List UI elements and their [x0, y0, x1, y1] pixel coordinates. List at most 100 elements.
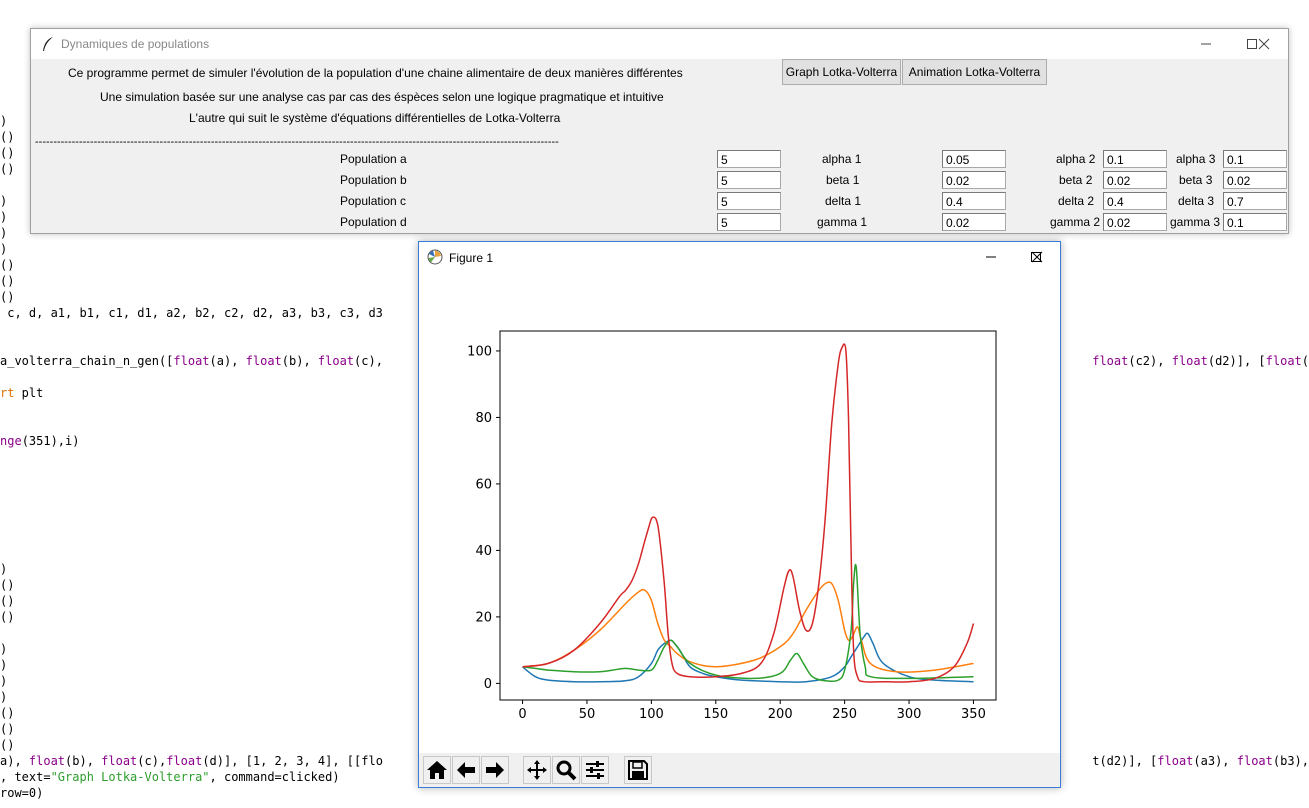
input-beta-1[interactable]: 0.02 [942, 171, 1006, 189]
input-beta-3[interactable]: 0.02 [1223, 171, 1287, 189]
label-population-d: Population d [340, 215, 407, 229]
label-population-a: Population a [340, 152, 407, 166]
label-alpha-2: alpha 2 [1056, 152, 1096, 166]
input-delta-2[interactable]: 0.4 [1103, 192, 1167, 210]
plot-frame [499, 330, 997, 701]
tk-titlebar[interactable]: Dynamiques de populations [31, 29, 1288, 59]
code-line: ) [0, 562, 8, 576]
arrow-right-icon [486, 762, 504, 778]
arrow-left-icon [457, 762, 475, 778]
close-icon [1258, 38, 1270, 50]
input-delta-3[interactable]: 0.7 [1223, 192, 1287, 210]
home-button[interactable] [423, 756, 451, 784]
code-line: nge(351),i) [0, 434, 80, 448]
code-line: () [0, 130, 15, 144]
input-population-a[interactable]: 5 [717, 150, 781, 168]
input-beta-2[interactable]: 0.02 [1103, 171, 1167, 189]
tk-window: Dynamiques de populations Ce programme p… [30, 28, 1289, 234]
code-line: () [0, 290, 15, 304]
graph-lotka-volterra-button[interactable]: Graph Lotka-Volterra [782, 59, 901, 85]
maximize-button[interactable] [1229, 29, 1275, 59]
y-axis: 0 20 40 60 80 100 [467, 344, 500, 692]
code-line: c, d, a1, b1, c1, d1, a2, b2, c2, d2, a3… [0, 306, 383, 320]
y-tick-label: 60 [475, 477, 492, 492]
code-line: () [0, 706, 15, 720]
code-line: () [0, 722, 15, 736]
code-line: () [0, 162, 15, 176]
maximize-icon [1031, 252, 1041, 262]
feather-icon [43, 37, 53, 51]
x-tick-label: 50 [579, 707, 596, 722]
x-tick-label: 0 [518, 707, 526, 722]
input-gamma-2[interactable]: 0.02 [1103, 213, 1167, 231]
x-axis: 0 50 100 150 200 250 300 350 [518, 700, 986, 722]
input-alpha-1[interactable]: 0.05 [942, 150, 1006, 168]
code-line: () [0, 738, 15, 752]
floppy-disk-icon [628, 760, 648, 780]
code-line: ) [0, 210, 8, 224]
plot-lines [522, 343, 975, 683]
forward-button[interactable] [481, 756, 509, 784]
x-tick-label: 200 [768, 707, 793, 722]
label-gamma-2: gamma 2 [1050, 215, 1101, 229]
input-gamma-3[interactable]: 0.1 [1223, 213, 1287, 231]
series-line-3 [522, 343, 975, 683]
input-population-c[interactable]: 5 [717, 192, 781, 210]
x-tick-label: 100 [639, 707, 664, 722]
input-population-b[interactable]: 5 [717, 171, 781, 189]
minimize-icon [1201, 43, 1211, 45]
series-line-2 [522, 563, 974, 683]
input-gamma-1[interactable]: 0.02 [942, 213, 1006, 231]
minimize-button[interactable] [1183, 29, 1229, 59]
configure-subplots-button[interactable] [581, 756, 609, 784]
input-alpha-3[interactable]: 0.1 [1223, 150, 1287, 168]
label-beta-1: beta 1 [826, 173, 860, 187]
x-tick-label: 150 [703, 707, 728, 722]
close-button[interactable] [1241, 29, 1287, 59]
x-tick-label: 250 [832, 707, 857, 722]
code-line: () [0, 146, 15, 160]
zoom-button[interactable] [552, 756, 580, 784]
code-line: ) [0, 690, 8, 704]
code-line: ) [0, 658, 8, 672]
series-line-0 [522, 632, 974, 683]
magnifier-icon [556, 760, 577, 781]
minimize-icon [986, 256, 996, 258]
home-icon [427, 761, 447, 779]
label-delta-1: delta 1 [825, 194, 862, 208]
label-beta-3: beta 3 [1179, 173, 1213, 187]
code-line: () [0, 578, 15, 592]
matplotlib-icon [427, 249, 443, 265]
label-delta-2: delta 2 [1058, 194, 1095, 208]
separator-dashes: ----------------------------------------… [35, 136, 559, 148]
x-tick-label: 350 [961, 707, 986, 722]
animation-lotka-volterra-button[interactable]: Animation Lotka-Volterra [902, 59, 1047, 85]
save-button[interactable] [624, 756, 652, 784]
code-line: t(d2)], [float(a3), float(b3), [1092, 754, 1309, 768]
input-alpha-2[interactable]: 0.1 [1103, 150, 1167, 168]
code-line: () [0, 594, 15, 608]
label-alpha-3: alpha 3 [1176, 152, 1216, 166]
figure-toolbar [419, 753, 1060, 787]
figure-minimize-button[interactable] [968, 242, 1014, 272]
code-line: ) [0, 642, 8, 656]
label-alpha-1: alpha 1 [822, 152, 862, 166]
code-line: ) [0, 114, 8, 128]
label-gamma-1: gamma 1 [817, 215, 868, 229]
input-delta-1[interactable]: 0.4 [942, 192, 1006, 210]
figure-maximize-button[interactable] [1013, 242, 1059, 272]
code-line: () [0, 258, 15, 272]
line-chart[interactable]: 0 50 100 150 200 250 300 350 0 20 40 60 80 100 [419, 282, 1058, 752]
series-line-1 [522, 581, 974, 673]
sliders-icon [586, 761, 604, 779]
code-line: ) [0, 226, 8, 240]
code-line: ) [0, 194, 8, 208]
pan-button[interactable] [523, 756, 551, 784]
y-tick-label: 80 [475, 411, 492, 426]
input-population-d[interactable]: 5 [717, 213, 781, 231]
label-gamma-3: gamma 3 [1170, 215, 1221, 229]
x-tick-label: 300 [897, 707, 922, 722]
back-button[interactable] [452, 756, 480, 784]
figure-close-button[interactable] [1014, 242, 1060, 272]
